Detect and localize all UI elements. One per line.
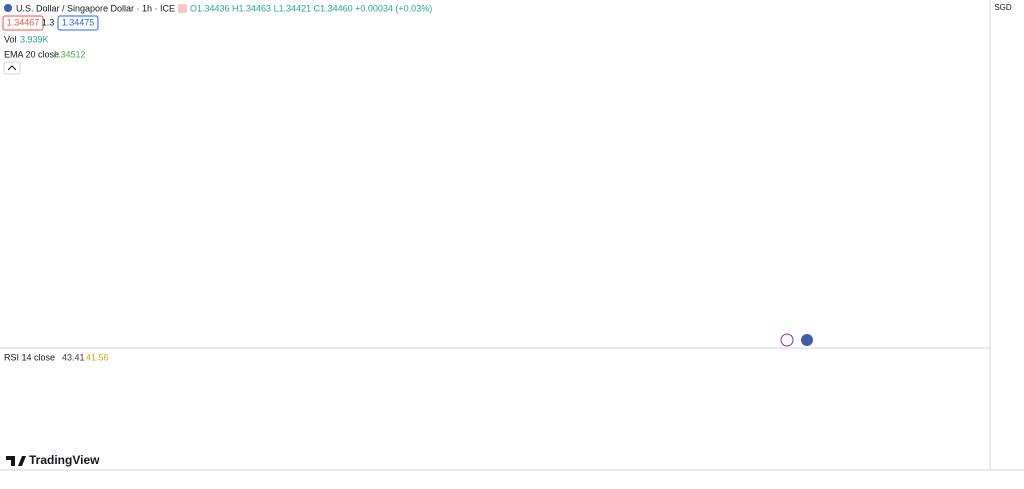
event-icon[interactable] — [780, 333, 794, 347]
sell-button[interactable] — [2, 15, 44, 31]
ema-value: 1.34512 — [53, 49, 86, 59]
flag-event-icon[interactable] — [801, 334, 813, 346]
ohlc-text: O1.34436 H1.34463 L1.34421 C1.34460 +0.0… — [190, 3, 432, 13]
sell-price: 1.34467 — [7, 17, 40, 27]
brand: TradingView — [29, 453, 100, 467]
volume-value: 3.939K — [20, 34, 49, 44]
rsi-value: 43.41 — [62, 352, 85, 362]
collapse-icon — [7, 65, 17, 71]
flag-icon — [4, 4, 12, 12]
ema-legend: EMA 20 close — [4, 49, 59, 59]
symbol-title: U.S. Dollar / Singapore Dollar · 1h · IC… — [16, 3, 175, 13]
collapse-button[interactable] — [3, 61, 21, 75]
spread: 1.3 — [42, 17, 55, 27]
rsi-legend: RSI 14 close — [4, 352, 55, 362]
logo-icon — [6, 456, 26, 466]
buy-button[interactable] — [57, 15, 99, 31]
rsi-ma-value: 41.56 — [86, 352, 109, 362]
currency: SGD — [994, 3, 1012, 12]
status-dot — [178, 4, 187, 13]
volume-legend: Vol — [4, 34, 17, 44]
buy-price: 1.34475 — [62, 17, 95, 27]
